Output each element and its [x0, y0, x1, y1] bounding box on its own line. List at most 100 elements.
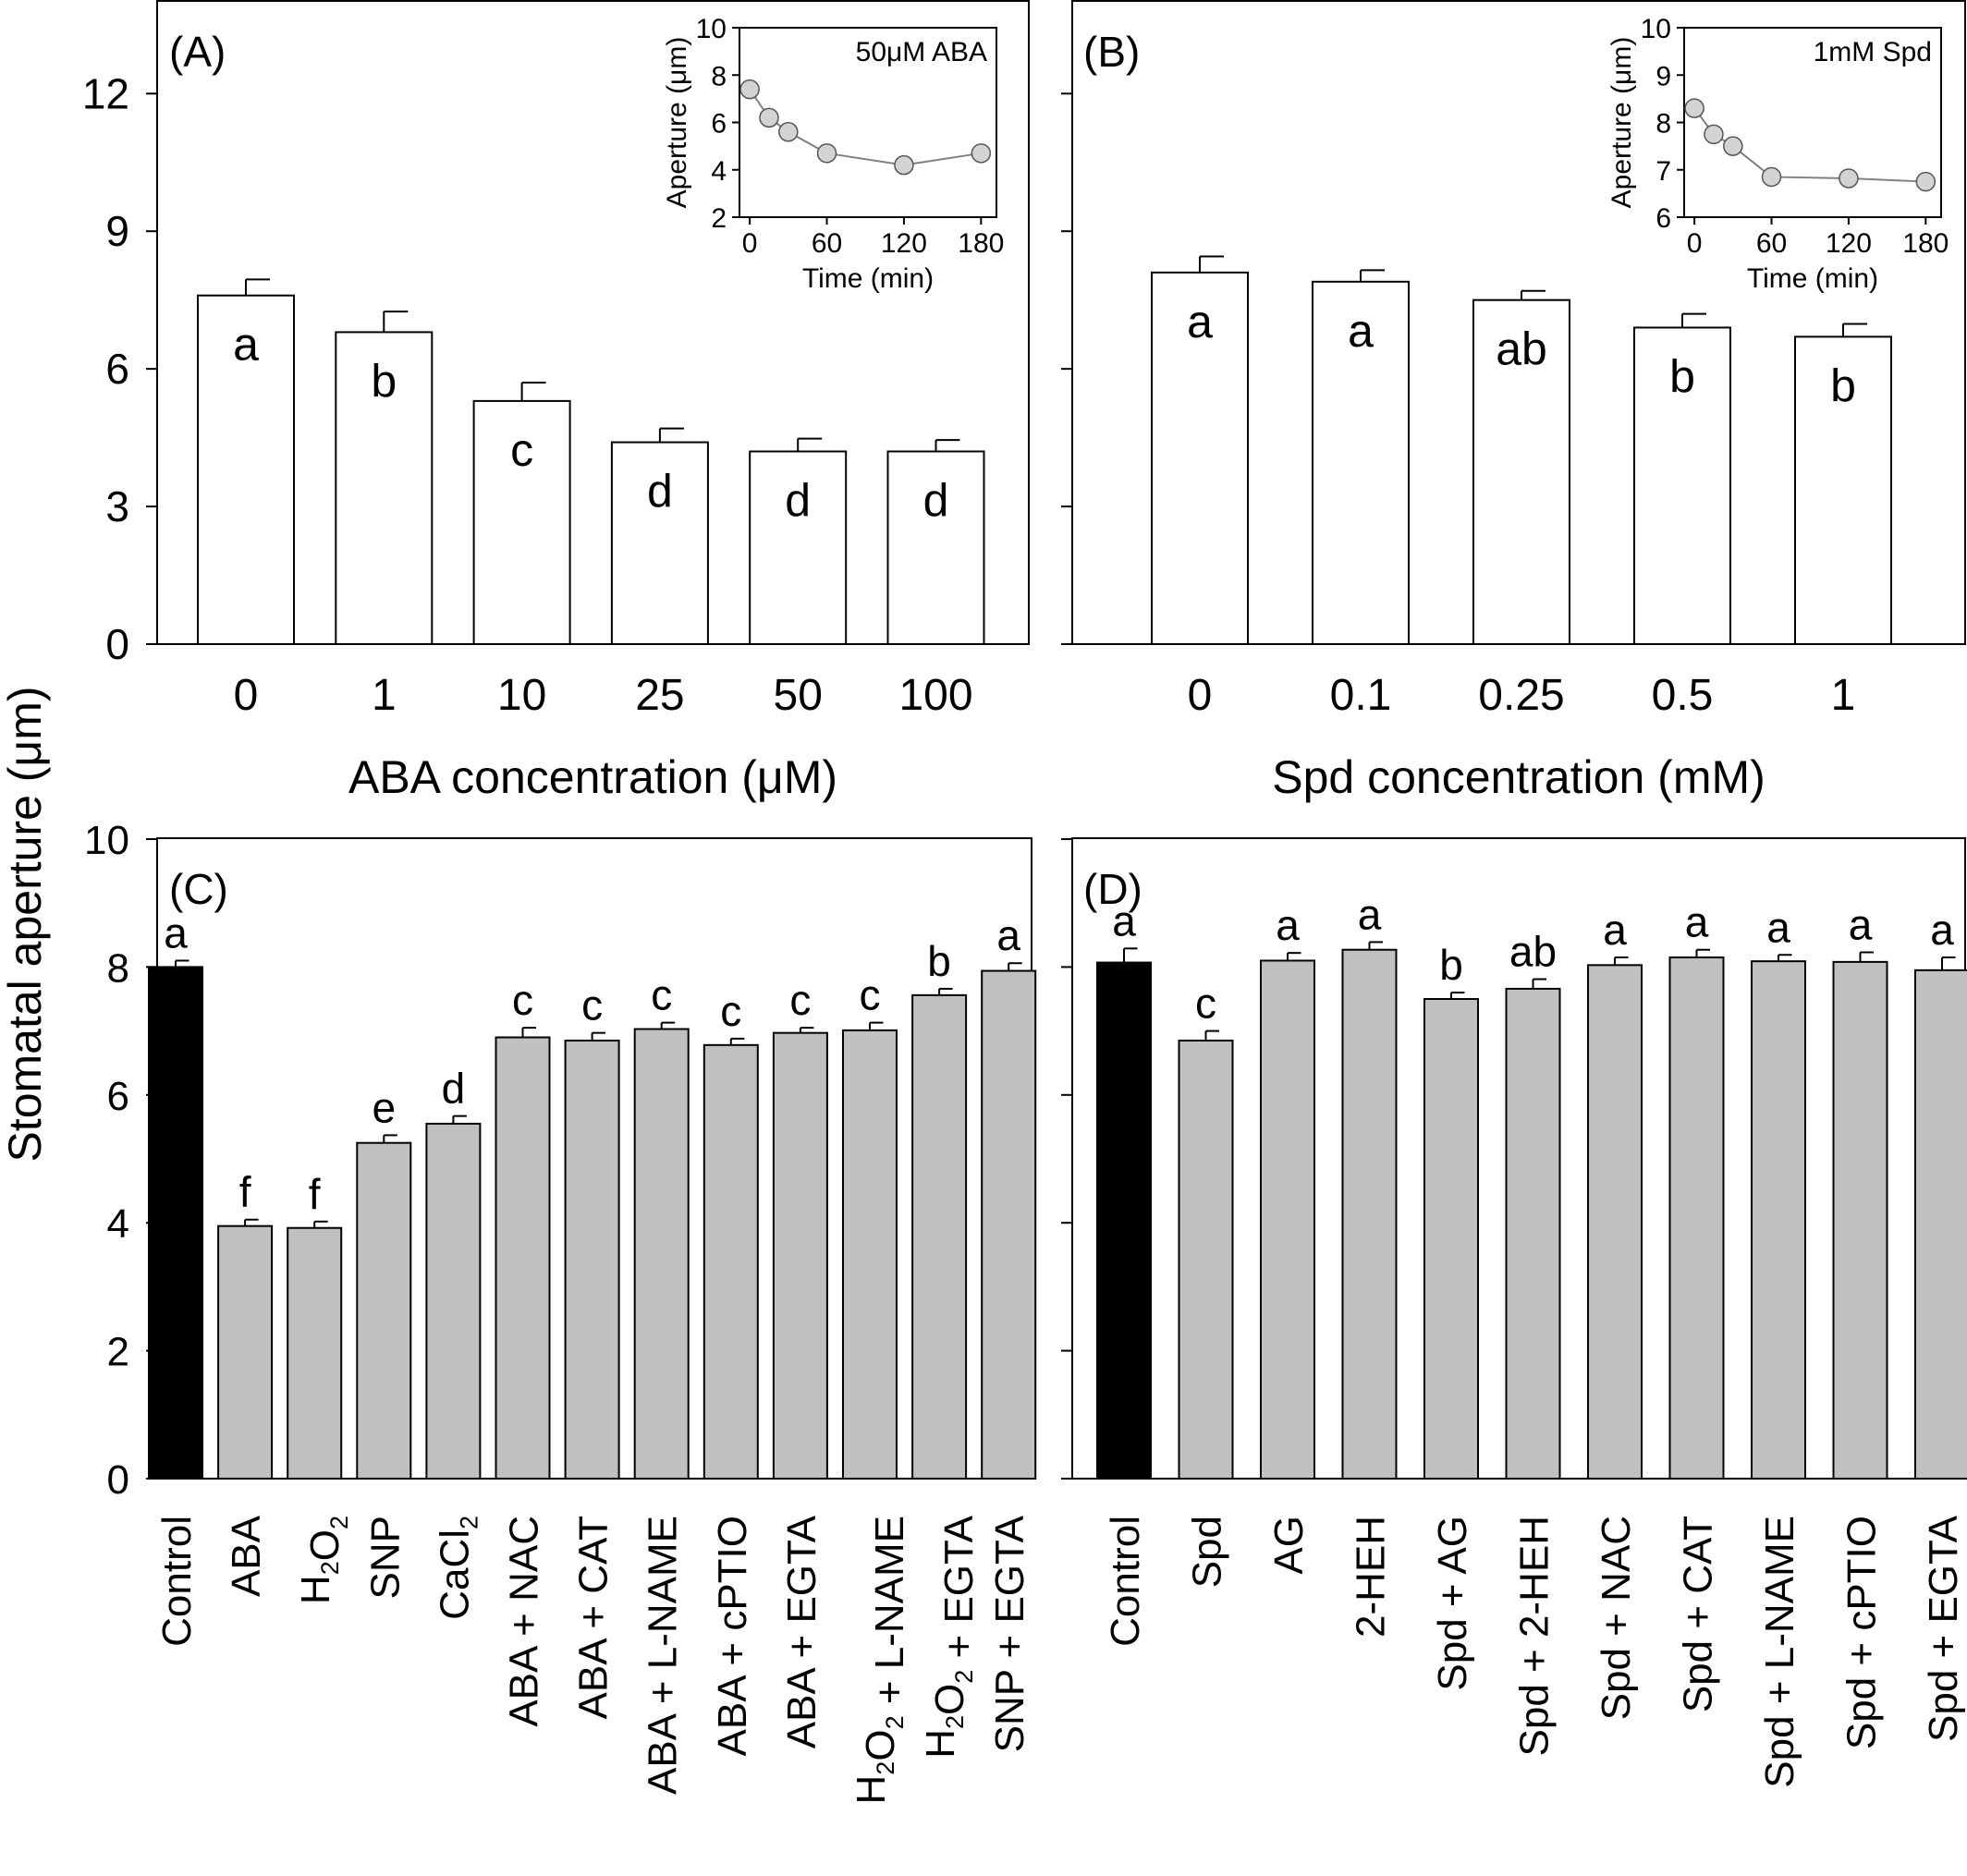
shared-y-axis-label: Stomatal aperture (μm): [0, 686, 51, 1162]
significance-letter: a: [996, 911, 1020, 959]
x-tick-label: H2O2: [293, 1516, 353, 1604]
inset-y-tick-label: 6: [711, 109, 727, 140]
significance-letter: ab: [1509, 928, 1557, 976]
bar: [425, 1122, 482, 1480]
inset-y-tick-label: 2: [711, 203, 727, 234]
x-tick-label: Spd + L-NAME: [1757, 1516, 1802, 1788]
x-tick-label: SNP + EGTA: [987, 1515, 1032, 1752]
inset-data-point: [1684, 98, 1704, 118]
y-tick-label: 6: [105, 345, 129, 393]
inset-y-tick-label: 9: [1655, 61, 1671, 91]
y-tick-label: 10: [84, 818, 129, 863]
bar: [1341, 948, 1398, 1480]
panel-d: a Control c Spd a AG a 2-HEH b Spd + AG ab Spd + 2-…: [1061, 837, 1967, 1788]
x-tick-label: H2O2 + EGTA: [918, 1515, 982, 1758]
inset-data-point: [1723, 136, 1743, 156]
x-axis-label: Spd concentration (mM): [1272, 751, 1765, 803]
bar: [981, 969, 1037, 1480]
significance-letter: b: [371, 355, 397, 407]
inset-y-tick-label: 8: [1655, 109, 1671, 140]
inset-x-tick-label: 180: [1902, 228, 1949, 259]
x-tick-label: Spd + AG: [1430, 1516, 1475, 1691]
significance-letter: ab: [1496, 323, 1547, 375]
x-tick-label: Spd + EGTA: [1921, 1515, 1966, 1742]
significance-letter: a: [1112, 896, 1136, 944]
y-tick-label: 0: [107, 1457, 129, 1503]
inset-x-tick-label: 120: [1826, 228, 1872, 259]
inset-data-point: [1915, 171, 1936, 192]
significance-letter: c: [581, 981, 603, 1029]
panel-label: (C): [169, 865, 228, 913]
significance-letter: a: [164, 908, 188, 956]
significance-letter: a: [1348, 305, 1374, 357]
x-axis-label: ABA concentration (μM): [348, 751, 837, 803]
x-tick-label: 100: [898, 671, 972, 720]
x-tick-label: 0.5: [1652, 671, 1714, 720]
bar: [217, 1224, 274, 1480]
inset-data-point: [759, 107, 779, 128]
bar: [610, 441, 709, 646]
bar: [287, 1226, 343, 1480]
y-tick-label: 3: [105, 482, 129, 530]
inset-data-point: [816, 143, 837, 164]
x-tick-label: 0: [234, 671, 259, 720]
inset-y-tick-label: 7: [1655, 156, 1671, 187]
x-tick-label: 1: [372, 671, 397, 720]
significance-letter: c: [651, 971, 672, 1019]
panel-label: (A): [169, 28, 226, 76]
bar: [702, 1043, 759, 1480]
x-tick-label: 0.25: [1478, 671, 1564, 720]
x-tick-label: ABA + L-NAME: [641, 1516, 686, 1795]
y-tick-label: 9: [105, 207, 129, 255]
x-tick-label: 50: [774, 671, 823, 720]
significance-letter: a: [1849, 900, 1873, 948]
inset-frame: [1683, 27, 1942, 218]
x-tick-label: Spd: [1185, 1516, 1230, 1588]
bar: [1178, 1039, 1234, 1480]
significance-letter: b: [1830, 359, 1856, 411]
significance-letter: c: [860, 971, 881, 1019]
inset-x-tick-label: 60: [812, 228, 842, 259]
inset-frame: [739, 27, 997, 218]
inset-x-tick-label: 60: [1756, 228, 1787, 259]
x-tick-label: 25: [635, 671, 684, 720]
x-tick-label: ABA + EGTA: [779, 1515, 825, 1748]
significance-letter: d: [785, 475, 811, 527]
panel-c: 0 2 4 6 8 10 a Control f ABA f H2O2 e SNP d CaCl2 c ABA +…: [84, 818, 1037, 1804]
significance-letter: c: [720, 987, 741, 1035]
inset-b: 6 7 8 9 10 0 60 120 180 1mM Spd Time (min) Aperture…: [1607, 14, 1949, 294]
y-tick-label: 6: [107, 1074, 129, 1119]
y-tick-label: 0: [105, 620, 129, 668]
significance-letter: a: [1603, 906, 1627, 954]
significance-letter: a: [1187, 296, 1213, 347]
significance-letter: d: [647, 466, 673, 518]
inset-data-point: [1839, 168, 1859, 189]
significance-letter: d: [442, 1065, 466, 1113]
significance-letter: a: [1685, 898, 1709, 946]
x-tick-label: Control: [1103, 1516, 1148, 1647]
x-tick-label: 10: [497, 671, 546, 720]
bar: [1832, 960, 1888, 1480]
plot-frame: [156, 0, 1030, 645]
inset-data-point: [894, 154, 914, 176]
x-tick-label: ABA + CAT: [571, 1516, 617, 1720]
significance-letter: e: [373, 1083, 397, 1131]
bar: [1096, 961, 1152, 1480]
significance-letter: b: [1439, 941, 1463, 989]
bar: [1794, 335, 1892, 645]
bar: [772, 1031, 828, 1480]
significance-letter: b: [1669, 350, 1695, 402]
x-tick-label: AG: [1266, 1516, 1312, 1575]
bar: [633, 1028, 690, 1480]
bar: [1914, 968, 1967, 1480]
bar: [1587, 964, 1643, 1480]
bar: [1633, 326, 1731, 645]
inset-data-point: [971, 143, 992, 164]
significance-letter: a: [233, 319, 259, 371]
inset-data-point: [778, 122, 799, 142]
inset-data-point: [1761, 166, 1782, 188]
x-tick-label: ABA + cPTIO: [710, 1516, 755, 1756]
y-tick-label: 8: [107, 945, 129, 991]
